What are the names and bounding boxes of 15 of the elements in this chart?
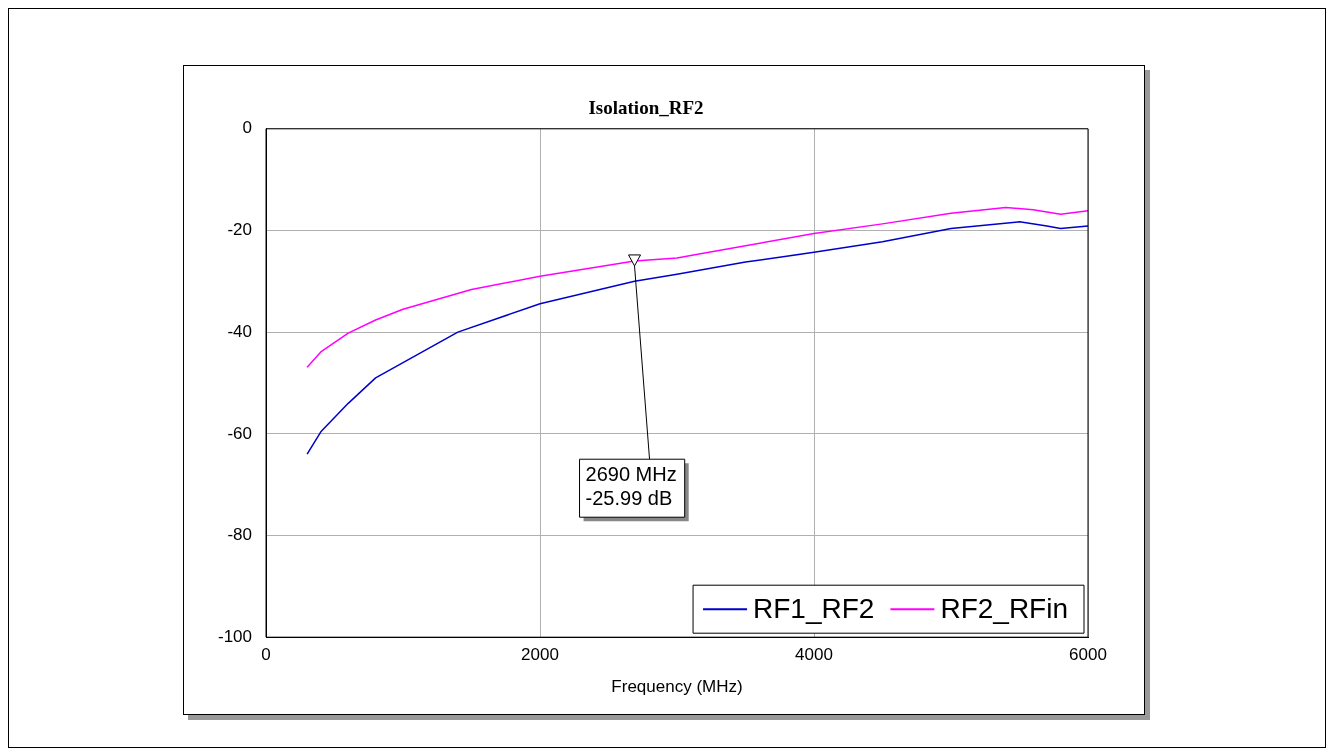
x-tick-label: 4000 <box>795 645 833 665</box>
x-tick-label: 2000 <box>521 645 559 665</box>
x-tick-label: 6000 <box>1069 645 1107 665</box>
x-tick-label: 0 <box>261 645 271 665</box>
y-tick-label: -40 <box>227 321 253 341</box>
annotation: 2690 MHz -25.99 dB <box>585 462 677 509</box>
x-axis-title: Frequency (MHz) <box>611 677 743 697</box>
y-tick-label: -100 <box>217 626 253 646</box>
legend-label: RF1_RF2 <box>753 592 875 624</box>
legend-label: RF2_RFin <box>940 592 1069 624</box>
y-tick-label: 0 <box>242 118 253 138</box>
y-tick-label: -60 <box>227 423 253 443</box>
y-tick-label: -20 <box>227 220 253 240</box>
chart-title: Isolation_RF2 <box>588 97 704 119</box>
y-tick-label: -80 <box>227 525 253 545</box>
